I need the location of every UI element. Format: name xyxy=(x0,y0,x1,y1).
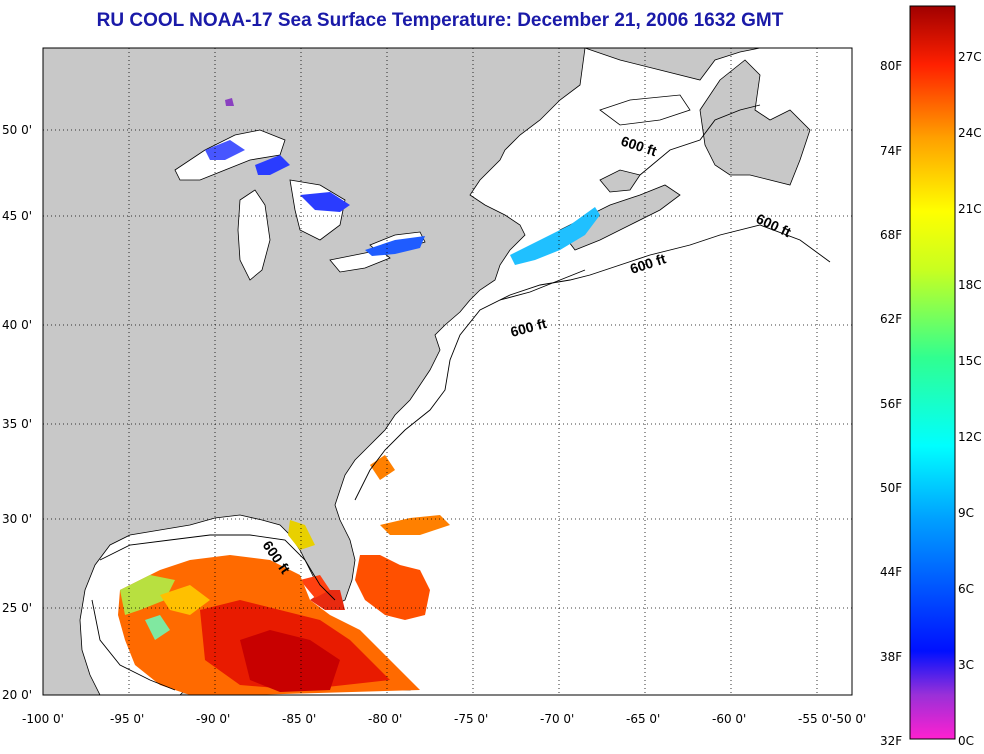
colorbar-c-labels: 27C 24C 21C 18C 15C 12C 9C 6C 3C 0C xyxy=(958,50,982,748)
x-tick-label: -50 0' xyxy=(832,712,866,726)
colorbar-c-label: 27C xyxy=(958,50,982,64)
x-tick-label: -70 0' xyxy=(540,712,574,726)
colorbar-c-label: 6C xyxy=(958,582,974,596)
y-tick-label: 35 0' xyxy=(2,417,32,431)
y-tick-label: 25 0' xyxy=(2,601,32,615)
colorbar-f-label: 50F xyxy=(880,481,902,495)
colorbar-c-label: 3C xyxy=(958,658,974,672)
colorbar-f-label: 32F xyxy=(880,734,902,748)
colorbar-f-label: 74F xyxy=(880,144,902,158)
colorbar xyxy=(909,5,956,740)
x-tick-label: -55 0' xyxy=(798,712,832,726)
lake-michigan xyxy=(237,189,271,281)
colorbar-c-label: 24C xyxy=(958,126,982,140)
colorbar-c-label: 12C xyxy=(958,430,982,444)
map-title: RU COOL NOAA-17 Sea Surface Temperature:… xyxy=(96,10,784,31)
y-tick-label: 45 0' xyxy=(2,209,32,223)
depth-contour-600ft xyxy=(91,104,831,691)
colorbar-f-label: 56F xyxy=(880,397,902,411)
colorbar-f-label: 44F xyxy=(880,565,902,579)
y-tick-label: 40 0' xyxy=(2,318,32,332)
land-newfoundland xyxy=(699,59,811,186)
x-tick-label: -90 0' xyxy=(196,712,230,726)
colorbar-c-label: 21C xyxy=(958,202,982,216)
colorbar-f-label: 62F xyxy=(880,312,902,326)
land-north-america xyxy=(42,47,586,696)
colorbar-f-label: 38F xyxy=(880,650,902,664)
y-tick-label: 30 0' xyxy=(2,512,32,526)
hudson-strait-water xyxy=(599,94,691,126)
y-tick-label: 20 0' xyxy=(2,688,32,702)
x-tick-label: -65 0' xyxy=(626,712,660,726)
y-tick-label: 50 0' xyxy=(2,123,32,137)
colorbar-f-label: 68F xyxy=(880,228,902,242)
colorbar-f-label: 80F xyxy=(880,59,902,73)
colorbar-c-label: 0C xyxy=(958,734,974,748)
x-tick-label: -95 0' xyxy=(110,712,144,726)
x-tick-label: -85 0' xyxy=(282,712,316,726)
y-axis-labels: 50 0' 45 0' 40 0' 35 0' 30 0' 25 0' 20 0… xyxy=(2,123,32,702)
x-tick-label: -80 0' xyxy=(368,712,402,726)
colorbar-c-label: 18C xyxy=(958,278,982,292)
land-nova-scotia xyxy=(559,184,681,251)
graticule xyxy=(43,48,852,695)
x-tick-label: -75 0' xyxy=(454,712,488,726)
colorbar-f-labels: 80F 74F 68F 62F 56F 50F 44F 38F 32F xyxy=(880,59,902,748)
map-frame xyxy=(42,47,853,696)
x-tick-label: -60 0' xyxy=(712,712,746,726)
colorbar-c-label: 15C xyxy=(958,354,982,368)
colorbar-c-label: 9C xyxy=(958,506,974,520)
sst-patches xyxy=(118,98,600,695)
x-axis-labels: -100 0' -95 0' -90 0' -85 0' -80 0' -75 … xyxy=(22,712,866,726)
land-pei-region xyxy=(599,169,641,193)
x-tick-label: -100 0' xyxy=(22,712,64,726)
